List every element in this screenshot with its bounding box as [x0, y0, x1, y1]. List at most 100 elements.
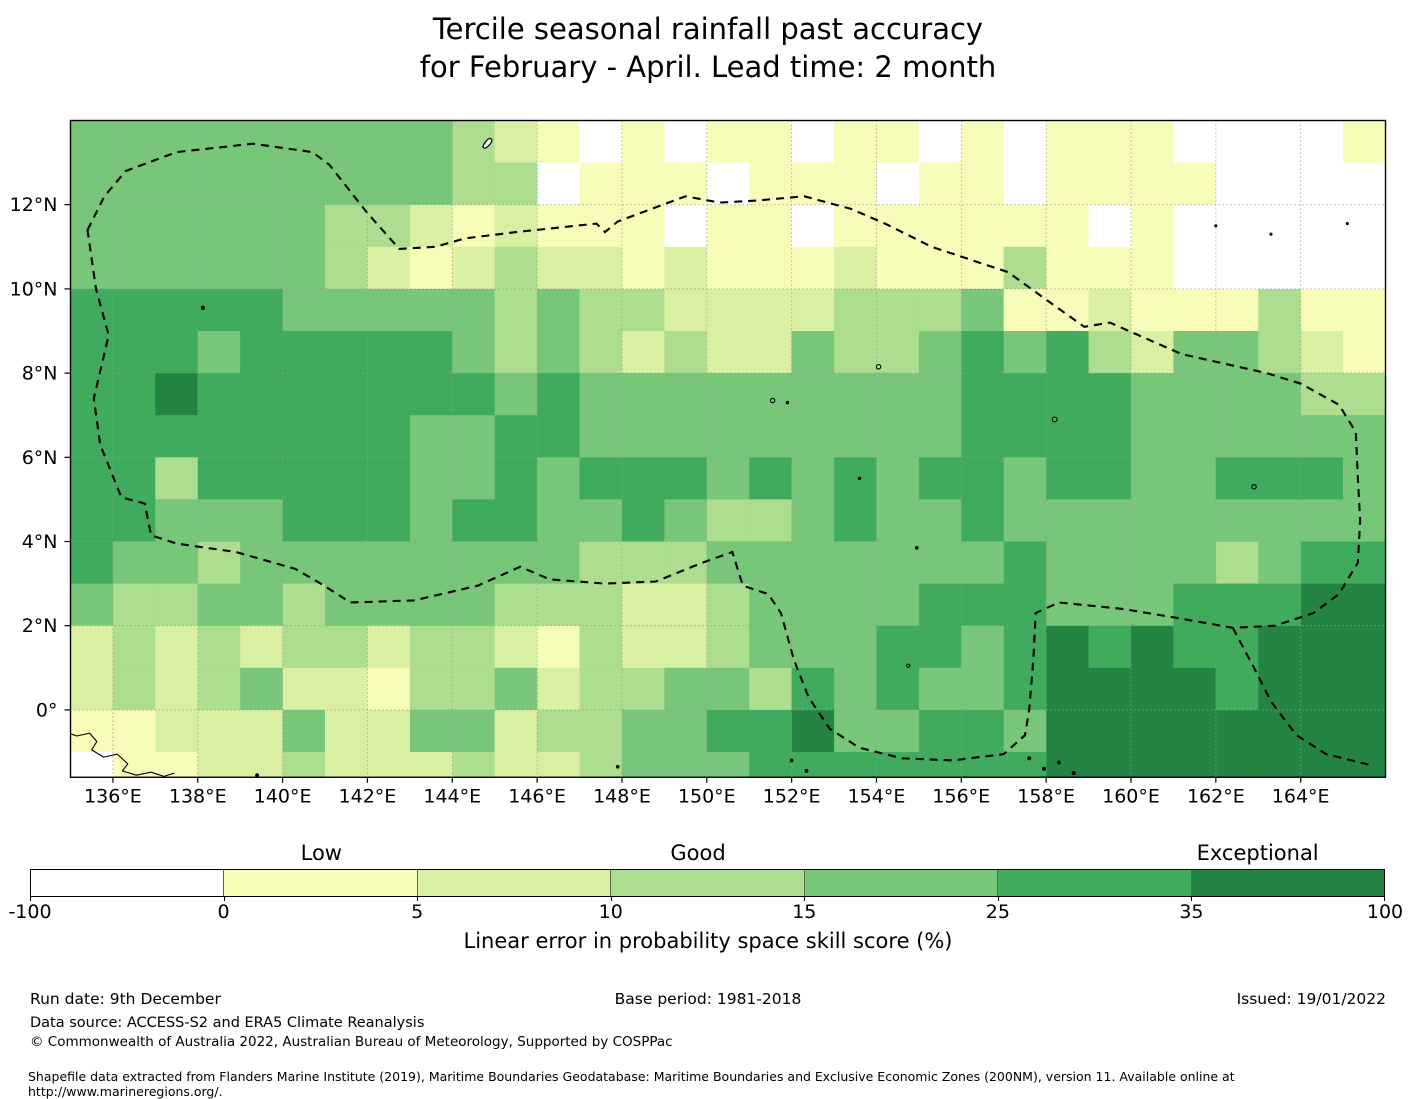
- grid-cell: [579, 583, 623, 627]
- chuuk-islet-marker: [785, 400, 790, 405]
- grid-cell: [325, 204, 368, 248]
- grid-cell: [325, 752, 368, 778]
- grid-cell: [1003, 162, 1047, 206]
- grid-cell: [1046, 373, 1090, 416]
- grid-cell: [282, 288, 326, 332]
- grid-cell: [834, 457, 878, 500]
- grid-cell: [112, 288, 156, 332]
- islet-139e-marker: [255, 773, 260, 778]
- grid-cell: [537, 331, 581, 374]
- grid-cell: [579, 120, 623, 164]
- grid-cell: [834, 162, 878, 206]
- grid-cell: [367, 752, 411, 778]
- grid-cell: [409, 162, 453, 206]
- grid-cell: [1173, 331, 1217, 374]
- grid-cell: [240, 204, 284, 248]
- x-tick-label: 154°E: [848, 785, 906, 807]
- grid-cell: [1046, 752, 1090, 778]
- grid-cell: [664, 499, 708, 543]
- grid-cell: [70, 204, 114, 248]
- grid-cell: [112, 162, 156, 206]
- grid-cell: [1300, 162, 1344, 206]
- grid-cell: [706, 331, 750, 374]
- run-date-text: Run date: 9th December: [30, 990, 221, 1008]
- grid-cell: [282, 204, 326, 248]
- grid-cell: [367, 373, 411, 416]
- grid-cell: [961, 373, 1005, 416]
- grid-cell: [197, 752, 241, 778]
- rainfall-skill-map: 136°E 138°E 140°E 142°E 144°E 146°E 148°E 150°E…: [10, 119, 1387, 807]
- grid-cell: [1215, 246, 1259, 290]
- grid-cell: [325, 162, 368, 206]
- grid-cell: [1343, 583, 1386, 627]
- grid-cell: [494, 667, 538, 711]
- solomon-islet-4-marker: [1071, 771, 1076, 776]
- grid-cell: [155, 288, 199, 332]
- colorbar: [30, 869, 1385, 897]
- grid-cell: [1258, 667, 1302, 711]
- grid-cell: [622, 752, 665, 778]
- grid-cell: [791, 162, 835, 206]
- grid-cell: [155, 625, 199, 669]
- grid-cell: [494, 120, 538, 164]
- grid-cell: [1343, 457, 1386, 500]
- grid-cell: [961, 204, 1005, 248]
- x-tick-label: 152°E: [763, 785, 821, 807]
- grid-cell: [282, 499, 326, 543]
- grid-cell: [1215, 415, 1259, 458]
- grid-cell: [876, 331, 920, 374]
- grid-cell: [70, 499, 114, 543]
- grid-cell: [876, 457, 920, 500]
- grid-cell: [1003, 541, 1047, 585]
- grid-cell: [1343, 120, 1386, 164]
- grid-cell: [1258, 752, 1302, 778]
- grid-cell: [664, 331, 708, 374]
- grid-cell: [112, 415, 156, 458]
- copyright-text: © Commonwealth of Australia 2022, Austra…: [30, 1034, 673, 1050]
- grid-cell: [918, 331, 962, 374]
- grid-cell: [1088, 499, 1132, 543]
- grid-cell: [112, 667, 156, 711]
- grid-cell: [70, 625, 114, 669]
- grid-cell: [1131, 752, 1174, 778]
- colorbar-segment-3: [610, 870, 804, 896]
- grid-cell: [918, 667, 962, 711]
- grid-cell: [579, 752, 623, 778]
- grid-cell: [1258, 457, 1302, 500]
- grid-cell: [494, 457, 538, 500]
- grid-cell: [1215, 625, 1259, 669]
- grid-cell: [622, 457, 665, 500]
- grid-cell: [876, 288, 920, 332]
- grid-cell: [664, 709, 708, 753]
- grid-cell: [1258, 373, 1302, 416]
- grid-cell: [367, 246, 411, 290]
- grid-cell: [918, 120, 962, 164]
- y-tick-label: 12°N: [10, 194, 58, 216]
- grid-cell: [409, 709, 453, 753]
- grid-cell: [197, 331, 241, 374]
- grid-cell: [834, 752, 878, 778]
- atoll-speck-3-marker: [1345, 222, 1349, 226]
- grid-cell: [155, 583, 199, 627]
- x-tick-label: 146°E: [508, 785, 566, 807]
- grid-cell: [325, 246, 368, 290]
- issued-date-text: Issued: 19/01/2022: [1236, 990, 1386, 1008]
- grid-cell: [1046, 457, 1090, 500]
- grid-cell: [834, 204, 878, 248]
- grid-cell: [1215, 499, 1259, 543]
- chart-title-line-1: Tercile seasonal rainfall past accuracy: [432, 12, 984, 46]
- grid-cell: [537, 162, 581, 206]
- grid-cell: [622, 667, 665, 711]
- colorbar-tick-label: 15: [792, 901, 817, 923]
- grid-cell: [1300, 583, 1344, 627]
- grid-cell: [1003, 415, 1047, 458]
- grid-cell: [367, 625, 411, 669]
- grid-cell: [918, 541, 962, 585]
- y-tick-label: 0°: [36, 699, 58, 721]
- colorbar-tick-label: 0: [217, 901, 230, 923]
- grid-cell: [155, 331, 199, 374]
- grid-cell: [749, 415, 793, 458]
- grid-cell: [1215, 120, 1259, 164]
- grid-cell: [706, 583, 750, 627]
- grid-cell: [1088, 415, 1132, 458]
